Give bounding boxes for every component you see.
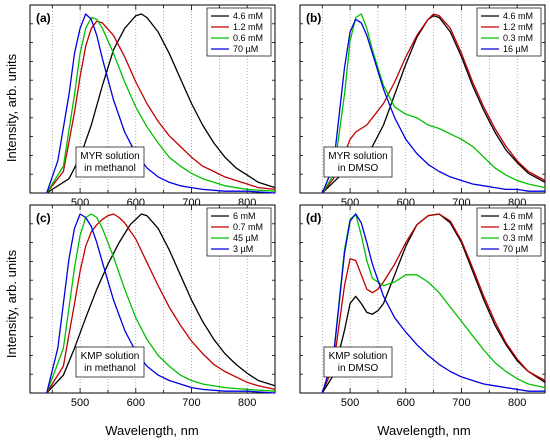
legend-label: 0.7 mM	[233, 222, 263, 232]
series-line	[46, 13, 276, 194]
annotation-text: in methanol	[84, 363, 136, 374]
legend-label: 0.3 mM	[503, 233, 533, 243]
legend-label: 1.2 mM	[503, 222, 533, 232]
x-tick-label: 600	[127, 397, 145, 409]
y-axis-label-bottom: Intensity, arb. units	[4, 249, 19, 358]
annotation-text: MYR solution	[80, 151, 139, 162]
annotation-text: KMP solution	[329, 351, 388, 362]
panel-label: (a)	[36, 11, 51, 25]
annotation-text: in DMSO	[338, 163, 379, 174]
annotation-text: in methanol	[84, 163, 136, 174]
x-axis-label-right: Wavelength, nm	[377, 423, 470, 438]
series-line	[321, 213, 546, 394]
series-line	[46, 20, 276, 194]
annotation-box	[323, 146, 393, 178]
annotation-text: KMP solution	[81, 351, 140, 362]
legend-label: 6 mM	[233, 211, 256, 221]
legend-label: 1.2 mM	[233, 22, 263, 32]
legend-label: 4.6 mM	[503, 211, 533, 221]
series-line	[321, 18, 545, 194]
legend-label: 70 µM	[233, 44, 258, 54]
x-tick-label: 600	[397, 397, 415, 409]
panel-label: (c)	[36, 211, 51, 225]
legend-label: 1.2 mM	[503, 22, 533, 32]
legend-label: 45 µM	[233, 233, 258, 243]
series-line	[321, 13, 546, 194]
annotation-box	[75, 346, 145, 378]
series-line	[46, 213, 276, 394]
legend-label: 0.6 mM	[233, 33, 263, 43]
legend-label: 3 µM	[233, 244, 253, 254]
legend-label: 16 µM	[503, 44, 528, 54]
x-tick-label: 700	[182, 397, 200, 409]
series-line	[321, 13, 546, 194]
panel-label: (b)	[306, 11, 321, 25]
legend-label: 4.6 mM	[233, 11, 263, 21]
legend-label: 70 µM	[503, 244, 528, 254]
x-tick-label: 800	[508, 397, 526, 409]
x-axis-label-left: Wavelength, nm	[105, 423, 198, 438]
series-line	[321, 213, 545, 394]
x-tick-label: 500	[71, 397, 89, 409]
panel-label: (d)	[306, 211, 321, 225]
annotation-text: in DMSO	[338, 363, 379, 374]
series-line	[46, 213, 276, 394]
y-axis-label-top: Intensity, arb. units	[4, 53, 19, 162]
x-tick-label: 800	[238, 397, 256, 409]
annotation-box	[75, 146, 145, 178]
series-line	[46, 13, 276, 194]
series-line	[321, 213, 546, 394]
annotation-box	[323, 346, 393, 378]
legend-label: 4.6 mM	[503, 11, 533, 21]
x-tick-label: 500	[341, 397, 359, 409]
series-line	[46, 213, 276, 394]
annotation-text: MYR solution	[328, 151, 387, 162]
series-line	[46, 213, 276, 394]
series-line	[46, 16, 276, 194]
legend-label: 0.3 mM	[503, 33, 533, 43]
x-tick-label: 700	[452, 397, 470, 409]
